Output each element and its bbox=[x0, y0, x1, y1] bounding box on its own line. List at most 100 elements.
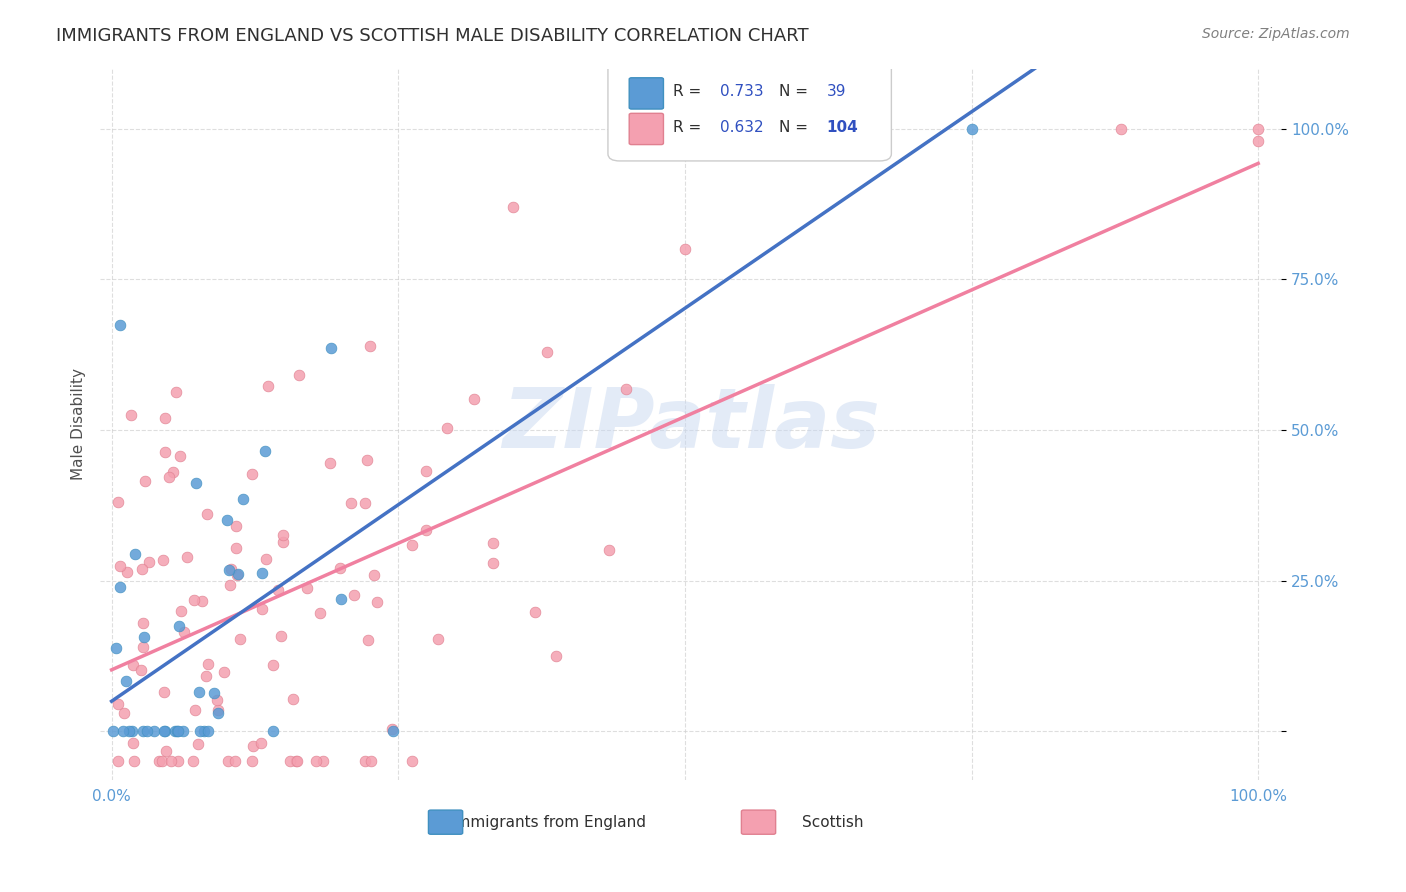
Point bbox=[229, 632, 252, 646]
Point bbox=[138, 555, 160, 569]
Point bbox=[240, 755, 263, 769]
Point bbox=[271, 528, 294, 542]
Point bbox=[170, 604, 193, 618]
Text: N =: N = bbox=[779, 85, 813, 100]
Point bbox=[523, 605, 546, 619]
Text: Scottish: Scottish bbox=[801, 814, 863, 830]
Point bbox=[184, 476, 207, 491]
Point bbox=[148, 755, 170, 769]
Point bbox=[176, 549, 198, 564]
Point bbox=[226, 567, 249, 582]
Point bbox=[110, 318, 132, 333]
Point bbox=[207, 703, 229, 717]
Point bbox=[188, 724, 211, 739]
Point bbox=[297, 581, 319, 595]
FancyBboxPatch shape bbox=[429, 810, 463, 834]
Point bbox=[155, 444, 177, 458]
Point bbox=[329, 592, 352, 607]
Point bbox=[129, 663, 152, 677]
Point bbox=[207, 706, 229, 720]
Point bbox=[167, 619, 190, 633]
Text: Source: ZipAtlas.com: Source: ZipAtlas.com bbox=[1202, 27, 1350, 41]
Text: 104: 104 bbox=[827, 120, 858, 135]
Point bbox=[122, 755, 145, 769]
Point bbox=[357, 632, 380, 647]
Y-axis label: Male Disability: Male Disability bbox=[72, 368, 86, 480]
Point bbox=[132, 724, 155, 739]
Point bbox=[536, 344, 558, 359]
Point bbox=[134, 630, 156, 644]
Point bbox=[215, 513, 238, 527]
Point bbox=[166, 724, 188, 739]
Point bbox=[366, 594, 388, 608]
Point bbox=[112, 706, 135, 720]
Point bbox=[250, 601, 273, 615]
Point bbox=[152, 553, 174, 567]
Point bbox=[134, 475, 156, 489]
Point bbox=[502, 200, 524, 214]
Point bbox=[108, 580, 131, 594]
Text: 0.733: 0.733 bbox=[720, 85, 763, 100]
Point bbox=[482, 536, 505, 550]
Point bbox=[162, 466, 184, 480]
Point bbox=[107, 697, 129, 711]
Point bbox=[107, 494, 129, 508]
Point bbox=[225, 541, 247, 556]
Point bbox=[197, 724, 219, 739]
Point bbox=[155, 410, 177, 425]
Text: R =: R = bbox=[673, 85, 706, 100]
Point bbox=[309, 607, 332, 621]
Point bbox=[143, 724, 166, 739]
Point bbox=[124, 547, 146, 561]
Point bbox=[415, 464, 437, 478]
Point bbox=[242, 739, 264, 754]
Point bbox=[150, 755, 173, 769]
Point bbox=[114, 674, 136, 689]
FancyBboxPatch shape bbox=[607, 62, 891, 161]
Point bbox=[354, 755, 377, 769]
Point bbox=[250, 566, 273, 580]
Point bbox=[224, 755, 246, 769]
Point bbox=[218, 563, 240, 577]
Text: IMMIGRANTS FROM ENGLAND VS SCOTTISH MALE DISABILITY CORRELATION CHART: IMMIGRANTS FROM ENGLAND VS SCOTTISH MALE… bbox=[56, 27, 808, 45]
Text: Immigrants from England: Immigrants from England bbox=[451, 814, 647, 830]
Point bbox=[165, 384, 187, 399]
Point bbox=[135, 724, 157, 739]
Point bbox=[191, 594, 214, 608]
Point bbox=[226, 566, 249, 581]
Point bbox=[614, 382, 637, 396]
Point bbox=[360, 755, 382, 769]
Text: R =: R = bbox=[673, 120, 706, 135]
Point bbox=[166, 755, 188, 769]
Point bbox=[1109, 121, 1132, 136]
Point bbox=[319, 341, 342, 355]
Point bbox=[463, 392, 485, 406]
Point bbox=[163, 724, 186, 739]
Point bbox=[789, 134, 811, 148]
Point bbox=[214, 665, 236, 680]
Point bbox=[207, 693, 229, 707]
Point bbox=[381, 722, 404, 736]
FancyBboxPatch shape bbox=[630, 113, 664, 145]
Point bbox=[359, 339, 381, 353]
Point bbox=[356, 453, 378, 467]
Point bbox=[353, 496, 375, 510]
Point bbox=[195, 508, 218, 522]
Point bbox=[219, 562, 242, 576]
Point bbox=[111, 724, 134, 739]
Point bbox=[960, 121, 983, 136]
Point bbox=[305, 755, 328, 769]
Text: 39: 39 bbox=[827, 85, 846, 100]
Point bbox=[598, 543, 620, 558]
Point bbox=[160, 755, 183, 769]
Point bbox=[105, 641, 128, 656]
Point bbox=[481, 556, 503, 570]
Point bbox=[401, 755, 423, 769]
Point bbox=[107, 755, 129, 769]
Point bbox=[363, 567, 385, 582]
Point bbox=[101, 724, 124, 739]
Point bbox=[132, 640, 155, 654]
Point bbox=[1247, 134, 1270, 148]
Point bbox=[153, 685, 176, 699]
Point bbox=[153, 724, 176, 739]
